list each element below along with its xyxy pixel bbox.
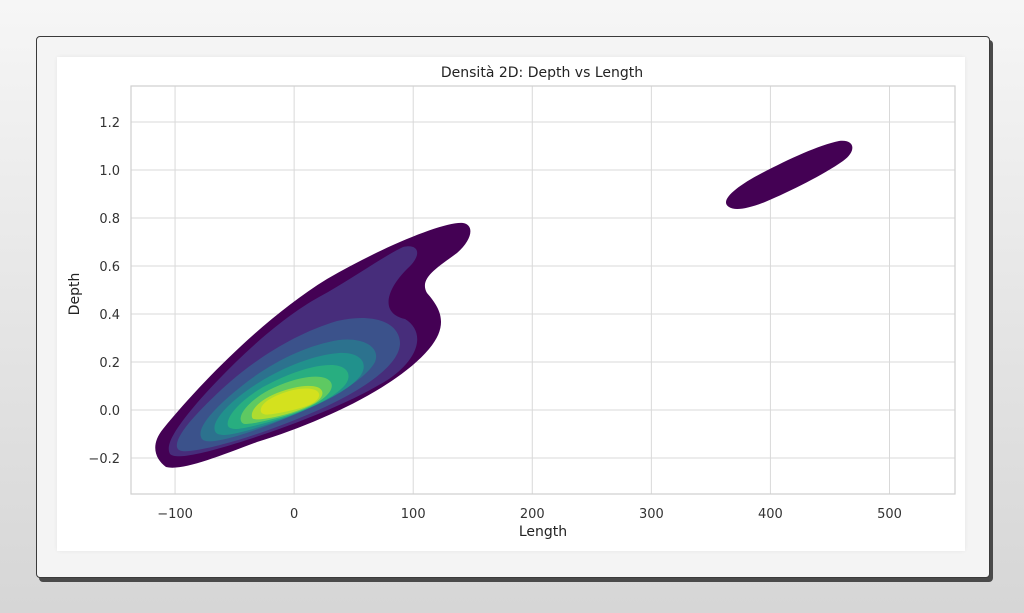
figure-card: Densità 2D: Depth vs Length −100 0 100 200 3… xyxy=(57,57,965,551)
x-tick-labels: −100 0 100 200 300 400 500 xyxy=(157,507,902,522)
window-frame: Densità 2D: Depth vs Length −100 0 100 200 3… xyxy=(36,36,990,578)
axes-frame xyxy=(130,85,956,495)
x-tick-label: −100 xyxy=(157,507,193,522)
density-secondary-cluster xyxy=(725,140,853,210)
y-tick-label: −0.2 xyxy=(88,452,120,467)
y-tick-label: 0.2 xyxy=(99,356,120,371)
x-tick-label: 0 xyxy=(290,507,298,522)
x-tick-label: 500 xyxy=(877,507,902,522)
density-contours xyxy=(155,140,853,468)
x-tick-label: 100 xyxy=(401,507,426,522)
y-tick-label: 0.6 xyxy=(99,260,120,275)
density-level-9 xyxy=(260,388,320,415)
y-tick-label: 1.0 xyxy=(99,164,120,179)
y-tick-label: 0.8 xyxy=(99,212,120,227)
x-axis-label: Length xyxy=(519,524,567,540)
x-tick-label: 400 xyxy=(758,507,783,522)
plot-border xyxy=(130,85,956,495)
y-tick-label: 0.4 xyxy=(99,308,120,323)
y-tick-labels: −0.2 0.0 0.2 0.4 0.6 0.8 1.0 1.2 xyxy=(88,116,120,467)
y-tick-label: 0.0 xyxy=(99,404,120,419)
kde-chart: Densità 2D: Depth vs Length −100 0 100 200 3… xyxy=(67,65,956,540)
x-tick-label: 200 xyxy=(520,507,545,522)
chart-title: Densità 2D: Depth vs Length xyxy=(441,65,643,81)
y-tick-label: 1.2 xyxy=(99,116,120,131)
x-tick-label: 300 xyxy=(639,507,664,522)
y-axis-label: Depth xyxy=(67,273,83,316)
